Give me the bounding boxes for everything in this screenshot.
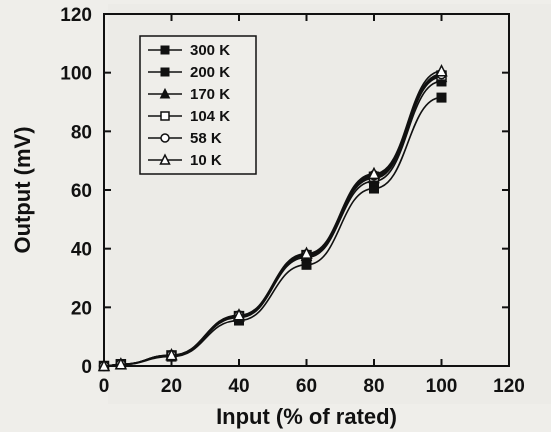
legend-entry: 10 K [148,152,222,169]
x-tick-label: 60 [296,376,317,397]
x-tick-label: 40 [228,376,249,397]
x-tick-label: 100 [426,376,458,397]
y-tick-label: 20 [71,298,92,319]
data-point [160,133,170,143]
legend-entry: 170 K [148,86,230,103]
legend-box [139,35,257,175]
legend-entry: 200 K [148,64,230,81]
series-layer [97,64,448,372]
data-point [97,358,111,372]
y-tick-label: 120 [60,5,92,26]
data-point [159,87,171,99]
legend-label: 104 K [190,108,230,125]
data-point [160,45,170,55]
legend: 300 K 200 K 170 K 104 K 58 K 10 K [139,35,257,175]
legend-label: 170 K [190,86,230,103]
legend-label: 200 K [190,64,230,81]
data-point [160,67,170,77]
legend-entry: 104 K [148,108,230,125]
axes [103,13,510,367]
data-point [232,308,246,321]
y-tick-label: 100 [60,64,92,85]
series-line [103,70,442,367]
data-point [300,246,313,259]
data-point [436,92,447,103]
data-point [114,357,128,370]
data-point [367,166,381,180]
legend-entry: 58 K [148,130,222,147]
y-tick-label: 40 [71,240,92,261]
data-point [160,111,170,121]
legend-label: 10 K [190,152,222,169]
legend-label: 58 K [190,130,222,147]
x-axis-title: Input (% of rated) [216,404,397,429]
x-tick-label: 20 [161,376,182,397]
y-tick-label: 0 [81,357,92,378]
data-point [435,64,448,77]
data-point [159,153,171,165]
y-axis-title: Output (mV) [10,126,35,253]
x-tick-label: 80 [363,376,384,397]
series-5 [97,64,448,372]
legend-entry: 300 K [148,42,230,59]
x-tick-label: 120 [493,376,525,397]
data-point [165,347,178,361]
x-tick-label: 0 [99,376,110,397]
legend-label: 300 K [190,42,230,59]
y-tick-label: 80 [71,122,92,143]
y-tick-label: 60 [71,181,92,202]
axis-labels: 0 20 40 60 80 100 120 0 20 40 60 80 100 120 Input (% o… [10,5,525,429]
